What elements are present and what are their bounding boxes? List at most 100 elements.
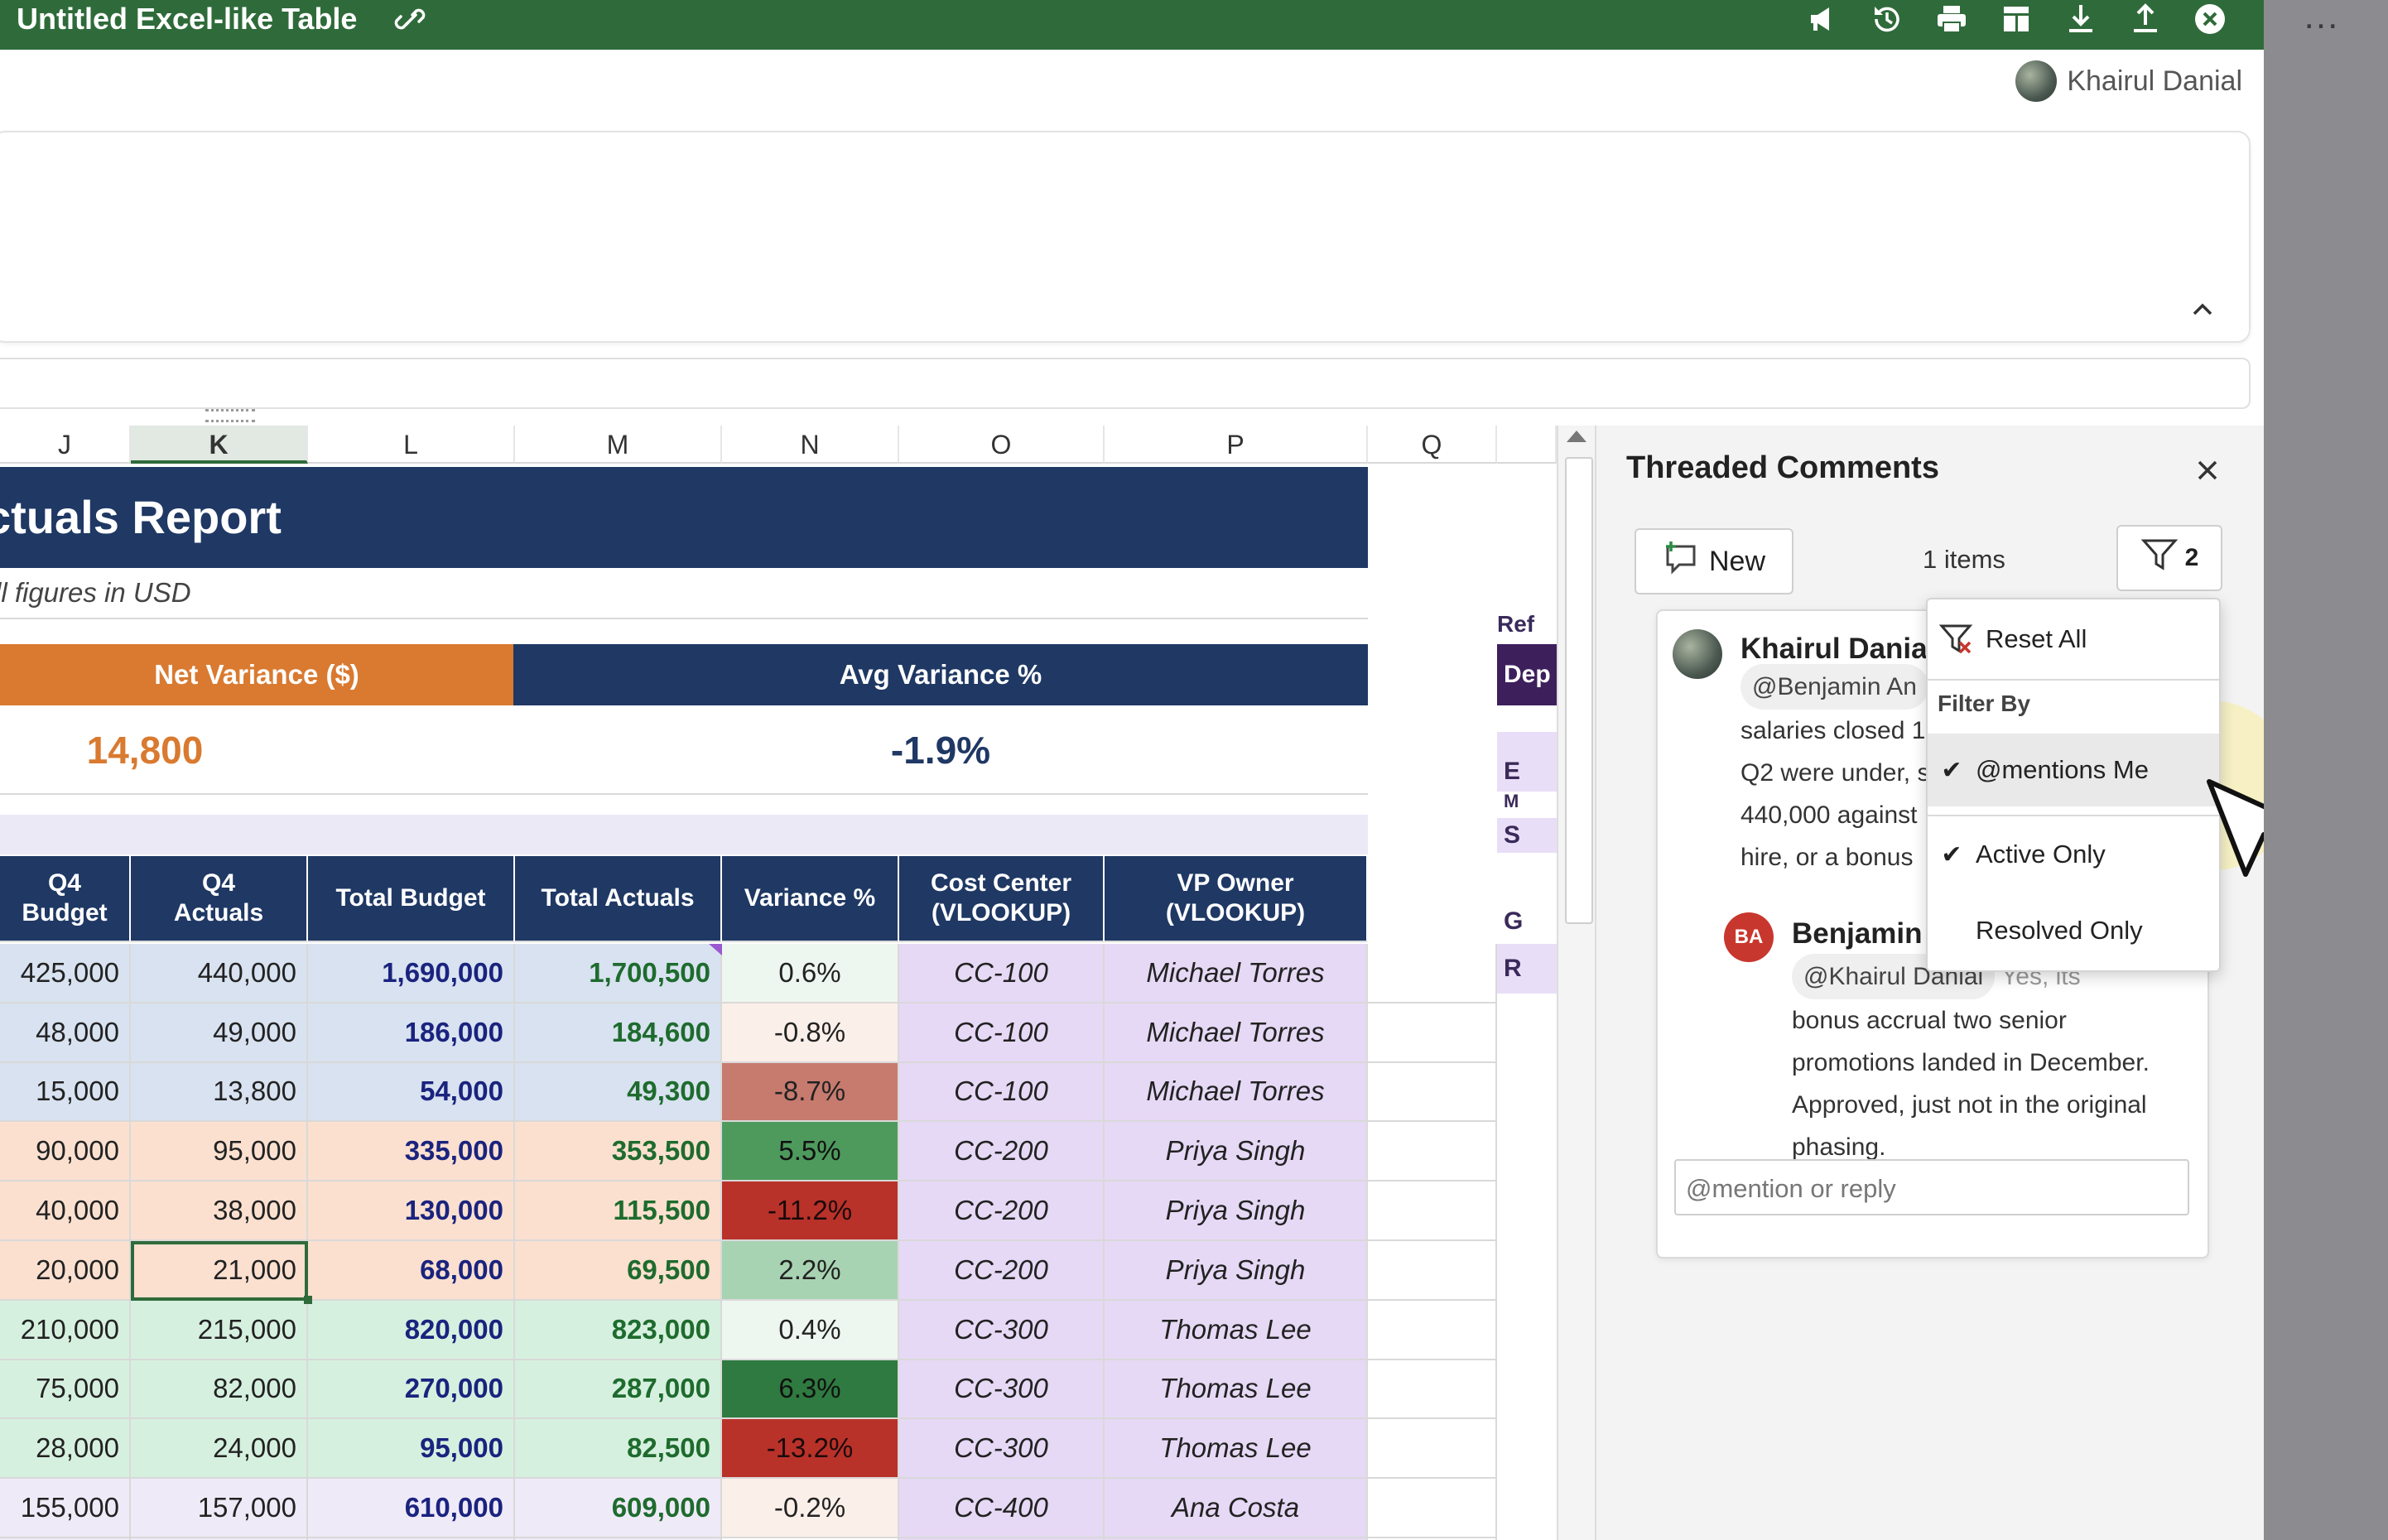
cell-cc[interactable]: CC-300	[899, 1300, 1105, 1360]
column-header-k[interactable]: K	[131, 426, 308, 464]
cell-var[interactable]: 6.3%	[722, 1360, 899, 1420]
cell-cc[interactable]: CC-100	[899, 1003, 1105, 1063]
cell-cc[interactable]: CC-200	[899, 1241, 1105, 1301]
cell-tb[interactable]: 186,000	[308, 1003, 515, 1063]
cell-ta[interactable]: 609,000	[515, 1479, 722, 1538]
cell-tb[interactable]: 270,000	[308, 1360, 515, 1420]
cell-vp[interactable]: Priya Singh	[1105, 1122, 1368, 1182]
cell-vp[interactable]: Priya Singh	[1105, 1181, 1368, 1241]
column-header-m[interactable]: M	[515, 426, 722, 464]
cell-cc[interactable]: CC-200	[899, 1122, 1105, 1182]
cell-var[interactable]: 0.6%	[722, 944, 899, 1003]
cell-q4b[interactable]: 32,000	[0, 1538, 131, 1540]
header-vp-owner[interactable]: VP Owner (VLOOKUP)	[1105, 856, 1368, 942]
cell-q[interactable]	[1368, 1122, 1497, 1182]
header-total-budget[interactable]: Total Budget	[308, 856, 515, 942]
cell-cc[interactable]: CC-100	[899, 1062, 1105, 1123]
cell-vp[interactable]: Thomas Lee	[1105, 1360, 1368, 1420]
scroll-thumb[interactable]	[1565, 457, 1593, 924]
cell-q4b[interactable]: 155,000	[0, 1479, 131, 1538]
cell-cc[interactable]: CC-400	[899, 1479, 1105, 1538]
cell-q4a[interactable]: 440,000	[131, 944, 308, 1003]
cell-q4a[interactable]: 21,000	[131, 1241, 308, 1301]
history-icon[interactable]	[1866, 0, 1908, 38]
cell-q4b[interactable]: 40,000	[0, 1181, 131, 1241]
more-options-icon[interactable]: ...	[2304, 0, 2340, 36]
cell-var[interactable]: -0.2%	[722, 1479, 899, 1538]
header-cost-center[interactable]: Cost Center (VLOOKUP)	[899, 856, 1105, 942]
column-header-r[interactable]	[1497, 426, 1557, 464]
cell-q4b[interactable]: 90,000	[0, 1122, 131, 1182]
header-q4-budget[interactable]: Q4 Budget	[0, 856, 131, 942]
cell-ta[interactable]: 124,000	[515, 1538, 722, 1540]
partial-cell[interactable]: S	[1497, 818, 1557, 853]
filter-option-active[interactable]: ✔ Active Only	[1928, 818, 2219, 891]
cell-q[interactable]	[1368, 1300, 1497, 1360]
cell-q[interactable]	[1368, 1241, 1497, 1301]
cell-q4a[interactable]: 24,000	[131, 1419, 308, 1480]
cell-vp[interactable]: Priya Singh	[1105, 1241, 1368, 1301]
cell-var[interactable]: -0.8%	[722, 1003, 899, 1063]
cell-q4b[interactable]: 20,000	[0, 1241, 131, 1301]
chevron-up-icon[interactable]	[2188, 295, 2217, 325]
fill-handle[interactable]	[304, 1295, 312, 1304]
comment-indicator-icon[interactable]	[709, 944, 722, 955]
cell-q4a[interactable]: 82,000	[131, 1360, 308, 1420]
cell-ta[interactable]: 353,500	[515, 1122, 722, 1182]
cell-q[interactable]	[1368, 1062, 1497, 1123]
cell-q[interactable]	[1368, 1360, 1497, 1420]
print-icon[interactable]	[1931, 0, 1972, 38]
cell-vp[interactable]: Michael Torres	[1105, 944, 1368, 1003]
cell-cc[interactable]: CC-100	[899, 944, 1105, 1003]
header-variance-pct[interactable]: Variance %	[722, 856, 899, 942]
cell-var[interactable]: -	[722, 1538, 899, 1540]
partial-cell[interactable]: M	[1504, 792, 1519, 811]
megaphone-icon[interactable]	[1802, 0, 1843, 38]
cell-q[interactable]	[1368, 1479, 1497, 1538]
reset-all-item[interactable]: Reset All	[1928, 599, 2219, 679]
cell-q4a[interactable]: 33,000	[131, 1538, 308, 1540]
cell-tb[interactable]: 1,690,000	[308, 944, 515, 1003]
cell-q4a[interactable]: 49,000	[131, 1003, 308, 1063]
cell-tb[interactable]: 335,000	[308, 1122, 515, 1182]
cell-vp[interactable]: Michael Torres	[1105, 1062, 1368, 1123]
column-header-n[interactable]: N	[722, 426, 899, 464]
cell-q4a[interactable]: 215,000	[131, 1300, 308, 1360]
column-header-q[interactable]: Q	[1368, 426, 1497, 464]
partial-cell[interactable]: Ref	[1497, 611, 1535, 637]
mention-chip[interactable]: @Benjamin An	[1740, 664, 1928, 710]
filter-option-mentions[interactable]: ✔ @mentions Me	[1928, 734, 2219, 806]
vertical-scrollbar[interactable]	[1557, 426, 1596, 1540]
cell-q4a[interactable]: 38,000	[131, 1181, 308, 1241]
cell-var[interactable]: 5.5%	[722, 1122, 899, 1182]
cell-ta[interactable]: 184,600	[515, 1003, 722, 1063]
cell-tb[interactable]: 68,000	[308, 1241, 515, 1301]
cell-q4a[interactable]: 157,000	[131, 1479, 308, 1538]
cell-ta[interactable]: 823,000	[515, 1300, 722, 1360]
cell-q4a[interactable]: 13,800	[131, 1062, 308, 1123]
filter-button[interactable]: 2	[2116, 525, 2222, 591]
document-title[interactable]: Untitled Excel-like Table	[17, 2, 358, 36]
close-icon[interactable]	[2191, 454, 2224, 487]
cell-var[interactable]: -8.7%	[722, 1062, 899, 1123]
cell-tb[interactable]: 820,000	[308, 1300, 515, 1360]
cell-vp[interactable]: Ana Costa	[1105, 1538, 1368, 1540]
cell-q4b[interactable]: 48,000	[0, 1003, 131, 1063]
cell-tb[interactable]: 54,000	[308, 1062, 515, 1123]
cell-var[interactable]: -13.2%	[722, 1419, 899, 1480]
cell-var[interactable]: -11.2%	[722, 1181, 899, 1241]
close-window-icon[interactable]	[2189, 0, 2231, 38]
cell-var[interactable]: 0.4%	[722, 1300, 899, 1360]
partial-cell[interactable]: G	[1504, 907, 1524, 935]
column-header-p[interactable]: P	[1105, 426, 1368, 464]
link-icon[interactable]	[389, 0, 431, 38]
layout-icon[interactable]	[1996, 0, 2037, 38]
spreadsheet-grid[interactable]: J K L M N O P Q ctuals Report ll figures…	[0, 426, 1557, 1540]
cell-cc[interactable]: CC-300	[899, 1360, 1105, 1420]
cell-q4b[interactable]: 75,000	[0, 1360, 131, 1420]
cell-q[interactable]	[1368, 1003, 1497, 1063]
header-total-actuals[interactable]: Total Actuals	[515, 856, 722, 942]
download-icon[interactable]	[2060, 0, 2102, 38]
cell-ta[interactable]: 115,500	[515, 1181, 722, 1241]
cell-cc[interactable]: CC-200	[899, 1181, 1105, 1241]
